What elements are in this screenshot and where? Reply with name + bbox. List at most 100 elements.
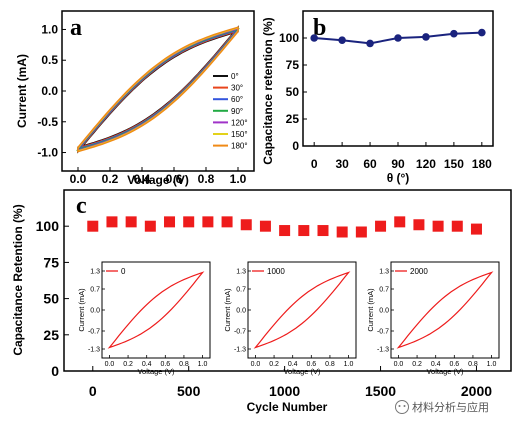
panel-b-ytick-label: 0: [292, 139, 299, 153]
inset-xtick-label: 0.2: [412, 361, 422, 368]
panel-a-xtick-label: 0.2: [102, 172, 119, 186]
panel-c-point-20: [470, 223, 482, 235]
panel-c-ylabel: Capacitance Retention (%): [11, 204, 25, 355]
panel-a-xtick-label: 1.0: [230, 172, 247, 186]
inset-xtick-label: 0.8: [179, 361, 189, 368]
panel-c-xtick-label: 2000: [461, 383, 492, 399]
panel-c-point-4: [164, 216, 176, 228]
panel-b-point-3: [394, 34, 402, 42]
panel-a-series-3: [76, 28, 240, 151]
panel-a-series-4: [77, 27, 239, 152]
panel-b-ytick-label: 75: [286, 58, 300, 72]
panel-c-point-6: [202, 216, 214, 228]
panel-c-point-18: [432, 220, 444, 232]
panel-c-letter: c: [76, 193, 87, 219]
panel-c-point-15: [375, 220, 387, 232]
panel-a-ytick-label: -1.0: [37, 146, 58, 160]
panel-a-xtick-label: 0.4: [134, 172, 151, 186]
panel-b-point-6: [478, 28, 486, 37]
panel-a-ytick-label: -0.5: [37, 115, 58, 129]
panel-c-ytick-label: 0: [51, 363, 59, 379]
inset-xtick-label: 1.0: [487, 361, 497, 368]
inset-ytick-label: -1.3: [234, 347, 246, 354]
panel-b-point-0: [310, 34, 318, 42]
panel-b-series: [310, 28, 486, 48]
inset-ytick-label: 0.7: [90, 287, 100, 294]
panel-a-legend-label-5: 150°: [231, 130, 248, 139]
inset-xtick-label: 0.4: [142, 361, 152, 368]
panel-b-frame: [302, 10, 494, 147]
panel-c-inset-1: 0.0 0.2 0.4 0.6 0.8 1.0 -1.3 -0.7 0.0 0.7 1.3 1000 V…: [223, 261, 357, 376]
panel-c-ytick-label: 75: [43, 254, 59, 270]
panel-a-ylabel: Current (mA): [15, 54, 29, 128]
panel-c-ticks: 0 500 1000 1500 2000 0 25 50 75 100: [36, 218, 493, 399]
panel-c-xtick-label: 0: [89, 383, 97, 399]
inset-cv-curve-1: [253, 271, 351, 349]
panel-b-ytick-label: 100: [279, 31, 299, 45]
panel-c-point-17: [413, 219, 425, 231]
panel-b-ytick-label: 50: [286, 85, 300, 99]
panel-a-legend-label-6: 180°: [231, 142, 248, 151]
panel-a-curves: [76, 25, 240, 154]
panel-c-point-7: [221, 216, 233, 228]
panel-a-xtick-label: 0.8: [198, 172, 215, 186]
panel-b-point-4: [422, 33, 430, 41]
inset-xtick-label: 1.0: [198, 361, 208, 368]
inset-cv-curve-0: [107, 271, 205, 349]
panel-b-ytick-label: 25: [286, 112, 300, 126]
panel-b-xtick-label: 0: [311, 157, 318, 171]
panel-c-inset-2: 0.0 0.2 0.4 0.6 0.8 1.0 -1.3 -0.7 0.0 0.7 1.3 2000 V…: [366, 261, 500, 376]
panel-c-point-10: [279, 225, 291, 237]
inset-frame-1: [247, 261, 357, 359]
inset-ylabel-0: Current (mA): [77, 288, 86, 332]
panel-c-point-12: [317, 225, 329, 237]
panel-b-retention-vs-angle: b 0 30 60 90 120 150 180 0 25 50 75 100 θ (°) Capac…: [261, 10, 494, 185]
panel-a-legend-label-4: 120°: [231, 118, 248, 127]
panel-b-xtick-label: 90: [391, 157, 405, 171]
panel-a-xlabel: Voltage (V): [127, 173, 189, 187]
inset-xtick-label: 0.6: [160, 361, 170, 368]
inset-ytick-label: 0.0: [236, 308, 246, 315]
inset-ytick-label: -0.7: [377, 329, 389, 336]
panel-a-series-6: [77, 26, 239, 153]
panel-a-cv-curves: a 0.0 0.2 0.4 0.6 0.8 1.0 -1.0 -0.5 0.0 0.5 1.0 0°…: [15, 10, 255, 187]
panel-a-letter: a: [70, 15, 82, 41]
inset-ytick-label: -0.7: [88, 329, 100, 336]
panel-c-inset-0: 0.0 0.2 0.4 0.6 0.8 1.0 -1.3 -0.7 0.0 0.7 1.3 0 Volt…: [77, 261, 211, 376]
watermark: 材料分析与应用: [395, 400, 489, 414]
inset-xtick-label: 0.6: [306, 361, 316, 368]
inset-xlabel-0: Voltage (V): [137, 367, 175, 376]
wechat-icon-eye-right: [403, 405, 406, 407]
inset-legend-label-1: 1000: [267, 267, 285, 276]
panel-a-ytick-label: 0.0: [41, 84, 58, 98]
inset-xtick-label: 0.0: [105, 361, 115, 368]
panel-a-xtick-label: 0.0: [70, 172, 87, 186]
inset-xtick-label: 0.8: [325, 361, 335, 368]
panel-c-point-1: [106, 216, 118, 228]
inset-ylabel-2: Current (mA): [366, 288, 375, 332]
inset-legend-label-0: 0: [121, 267, 126, 276]
inset-ytick-label: -0.7: [234, 329, 246, 336]
panel-b-point-5: [450, 29, 458, 38]
panel-a-legend: 0° 30° 60° 90° 120° 150° 180°: [213, 72, 248, 151]
inset-ytick-label: 1.3: [90, 269, 100, 276]
inset-ytick-label: 1.3: [379, 269, 389, 276]
inset-ytick-label: 0.7: [236, 287, 246, 294]
panel-a-legend-label-0: 0°: [231, 72, 239, 81]
inset-ytick-label: 1.3: [236, 269, 246, 276]
panel-c-point-16: [394, 216, 406, 228]
panel-c-ytick-label: 100: [36, 218, 60, 234]
panel-b-point-1: [338, 36, 346, 44]
panel-b-xtick-label: 60: [363, 157, 377, 171]
panel-c-point-0: [87, 220, 99, 232]
inset-xtick-label: 0.4: [288, 361, 298, 368]
panel-b-xlabel: θ (°): [387, 171, 410, 185]
panel-c-point-5: [183, 216, 195, 228]
inset-xtick-label: 0.2: [269, 361, 279, 368]
panel-c-insets: 0.0 0.2 0.4 0.6 0.8 1.0 -1.3 -0.7 0.0 0.7 1.3 0 Volt…: [77, 261, 500, 376]
panel-a-ticks: 0.0 0.2 0.4 0.6 0.8 1.0 -1.0 -0.5 0.0 0.5 1.0: [37, 22, 246, 186]
inset-legend-label-2: 2000: [410, 267, 428, 276]
panel-a-legend-label-3: 90°: [231, 107, 243, 116]
panel-c-ytick-label: 25: [43, 327, 59, 343]
